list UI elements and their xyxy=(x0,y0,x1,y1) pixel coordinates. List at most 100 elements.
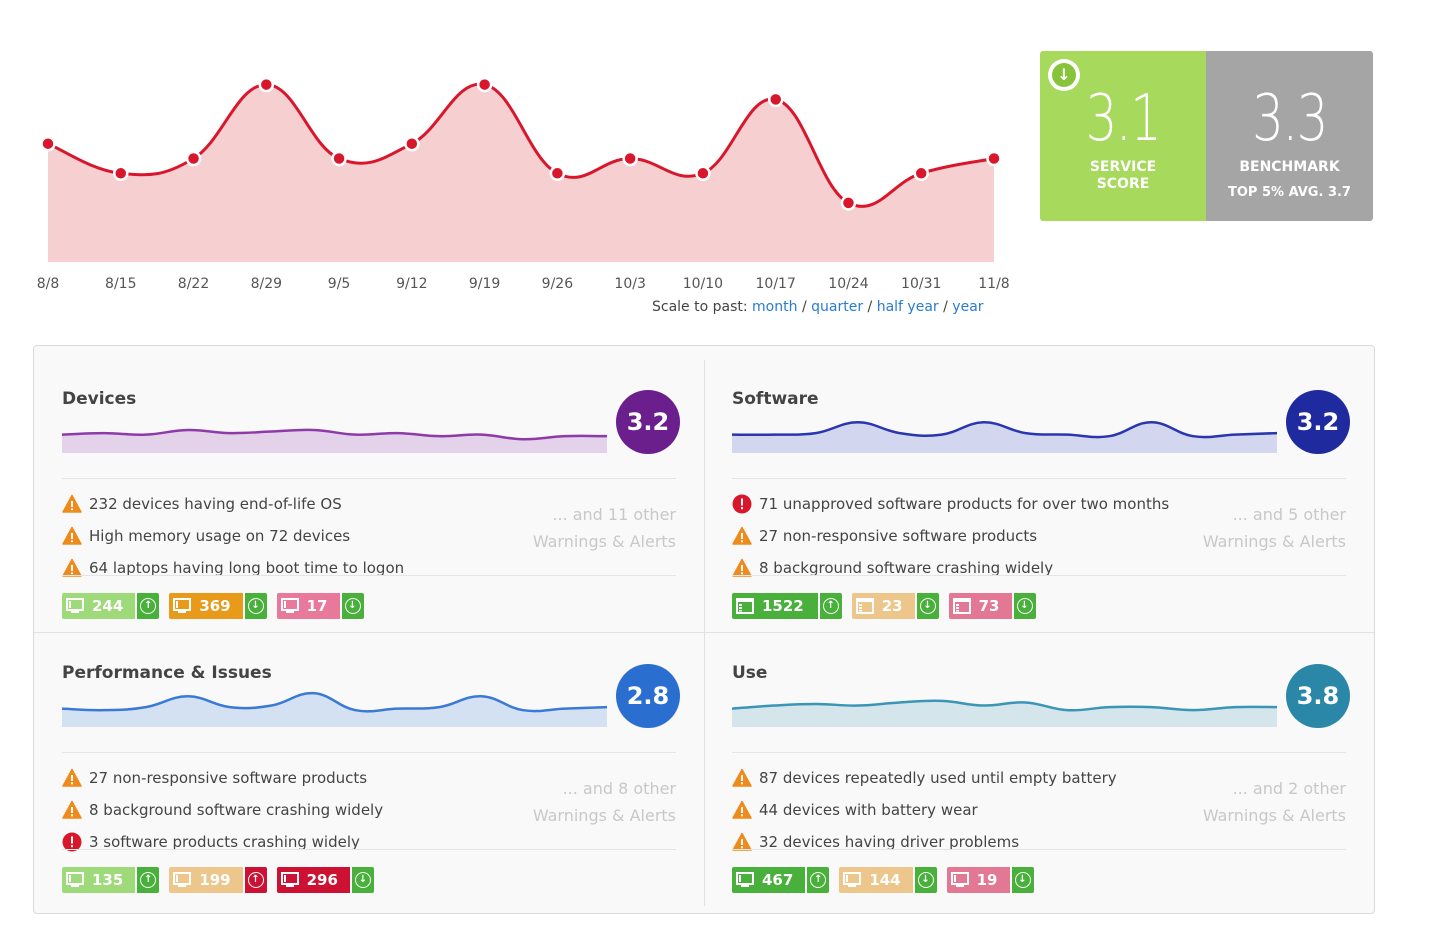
warning-icon xyxy=(62,526,82,545)
app-window-icon xyxy=(736,598,754,614)
more-alerts-link[interactable]: ... and 8 other Warnings & Alerts xyxy=(533,775,676,829)
count-badge[interactable]: 19 ↓ xyxy=(946,867,1034,893)
scale-prefix: Scale to past: xyxy=(652,299,748,315)
count-badge[interactable]: 244 ↑ xyxy=(62,593,160,619)
alert-item[interactable]: 71 unapproved software products for over… xyxy=(732,488,1202,520)
service-score-tile: ↓ 3.1 SERVICE SCORE xyxy=(1040,51,1206,221)
alert-text: 3 software products crashing widely xyxy=(89,833,360,851)
alert-item[interactable]: 44 devices with battery wear xyxy=(732,794,1202,826)
sparkline-area xyxy=(62,693,607,727)
more-label: Warnings & Alerts xyxy=(532,806,676,825)
alert-item[interactable]: 32 devices having driver problems xyxy=(732,826,1202,858)
count-badge[interactable]: 23 ↓ xyxy=(851,593,939,619)
score-summary: ↓ 3.1 SERVICE SCORE 3.3 BENCHMARK TOP 5%… xyxy=(1040,51,1373,221)
chart-point[interactable] xyxy=(476,76,493,93)
alert-item[interactable]: 87 devices repeatedly used until empty b… xyxy=(732,762,1202,794)
category-card-devices[interactable]: Devices 3.2 232 devices having end-of-life… xyxy=(62,353,702,623)
scale-month-link[interactable]: month xyxy=(752,299,798,315)
monitor-icon xyxy=(950,872,969,887)
trend-up-icon: ↑ xyxy=(137,593,160,619)
service-label-line2: SCORE xyxy=(1096,176,1150,192)
alert-item[interactable]: 8 background software crashing widely xyxy=(62,794,532,826)
chart-line xyxy=(47,82,995,208)
monitor-icon xyxy=(66,872,84,887)
device-badges: 1522 ↑ 23 ↓ 73 ↓ xyxy=(732,593,1046,619)
trend-down-icon: ↓ xyxy=(916,593,939,619)
card-divider xyxy=(732,478,1346,479)
count-badge[interactable]: 1522 ↑ xyxy=(732,593,842,619)
service-score-label: SERVICE SCORE xyxy=(1040,159,1206,193)
alert-list: 27 non-responsive software products 8 bac… xyxy=(62,762,532,858)
more-alerts-link[interactable]: ... and 2 other Warnings & Alerts xyxy=(1203,775,1346,829)
alert-item[interactable]: 232 devices having end-of-life OS xyxy=(62,488,532,520)
more-label: Warnings & Alerts xyxy=(532,532,676,551)
chart-point[interactable] xyxy=(40,135,56,152)
chart-point[interactable] xyxy=(404,135,420,152)
scale-half-year-link[interactable]: half year xyxy=(876,299,939,315)
chart-point[interactable] xyxy=(258,76,275,93)
count-badge[interactable]: 17 ↓ xyxy=(276,593,364,619)
trend-down-icon: ↓ xyxy=(1011,867,1034,893)
x-tick-label: 10/10 xyxy=(683,276,723,292)
card-title: Performance & Issues xyxy=(62,663,272,683)
count-badge[interactable]: 467 ↑ xyxy=(732,867,830,893)
card-sparkline xyxy=(732,699,1277,727)
more-alerts-link[interactable]: ... and 5 other Warnings & Alerts xyxy=(1203,501,1346,555)
chart-point[interactable] xyxy=(331,150,347,167)
error-icon xyxy=(62,832,82,852)
scale-selector: Scale to past: month / quarter / half ye… xyxy=(652,299,984,315)
alert-item[interactable]: 27 non-responsive software products xyxy=(62,762,532,794)
alert-item[interactable]: 64 laptops having long boot time to logo… xyxy=(62,552,532,584)
chart-point[interactable] xyxy=(840,195,857,211)
chart-point[interactable] xyxy=(622,150,638,167)
category-card-software[interactable]: Software 3.2 71 unapproved software produc… xyxy=(732,353,1372,623)
trend-down-icon: ↓ xyxy=(244,593,267,619)
alert-list: 87 devices repeatedly used until empty b… xyxy=(732,762,1202,858)
count-badge[interactable]: 199 ↑ xyxy=(169,867,267,893)
chart-area xyxy=(48,84,994,263)
chart-point[interactable] xyxy=(549,165,566,182)
count-badge[interactable]: 296 ↓ xyxy=(276,867,374,893)
trend-down-icon: ↓ xyxy=(341,593,364,619)
count-value: 19 xyxy=(976,871,998,889)
alert-item[interactable]: 3 software products crashing widely xyxy=(62,826,532,858)
alert-item[interactable]: High memory usage on 72 devices xyxy=(62,520,532,552)
chart-point[interactable] xyxy=(113,165,129,182)
alert-text: 27 non-responsive software products xyxy=(89,769,368,787)
chart-point[interactable] xyxy=(767,91,784,108)
card-divider xyxy=(732,752,1346,753)
scale-quarter-link[interactable]: quarter xyxy=(811,299,864,315)
more-alerts-link[interactable]: ... and 11 other Warnings & Alerts xyxy=(533,501,676,555)
chart-point[interactable] xyxy=(185,150,202,167)
monitor-icon xyxy=(280,598,299,613)
x-tick-label: 9/26 xyxy=(542,276,574,292)
card-score-badge: 2.8 xyxy=(616,664,680,728)
warning-icon xyxy=(62,494,82,513)
count-badge[interactable]: 73 ↓ xyxy=(948,593,1036,619)
more-count: ... and 11 other xyxy=(552,505,676,524)
chart-point[interactable] xyxy=(986,150,1002,167)
alert-item[interactable]: 27 non-responsive software products xyxy=(732,520,1202,552)
count-badge[interactable]: 135 ↑ xyxy=(62,867,160,893)
card-divider xyxy=(62,752,676,753)
card-divider-bottom xyxy=(62,575,676,576)
service-score-chart: 8/8 8/15 8/22 8/29 9/5 9/12 9/19 9/26 10/3 10/10 1… xyxy=(37,76,1010,292)
chart-point[interactable] xyxy=(695,165,711,182)
warning-icon xyxy=(732,526,752,545)
alert-item[interactable]: 8 background software crashing widely xyxy=(732,552,1202,584)
scale-year-link[interactable]: year xyxy=(952,299,984,315)
count-badge[interactable]: 369 ↓ xyxy=(169,593,267,619)
card-sparkline xyxy=(62,691,607,727)
alert-list: 232 devices having end-of-life OS High me… xyxy=(62,488,532,584)
card-divider-bottom xyxy=(62,849,676,850)
count-value: 467 xyxy=(762,871,794,889)
monitor-icon xyxy=(736,872,754,887)
count-badge[interactable]: 144 ↓ xyxy=(839,867,937,893)
category-card-use[interactable]: Use 3.8 87 devices repeatedly used until e… xyxy=(732,627,1372,897)
count-value: 1522 xyxy=(762,597,804,615)
warning-icon xyxy=(732,768,752,787)
count-value: 199 xyxy=(199,871,231,889)
category-card-performance-issues[interactable]: Performance & Issues 2.8 27 non-responsive… xyxy=(62,627,702,897)
x-tick-label: 8/29 xyxy=(251,276,282,292)
chart-point[interactable] xyxy=(913,165,929,182)
